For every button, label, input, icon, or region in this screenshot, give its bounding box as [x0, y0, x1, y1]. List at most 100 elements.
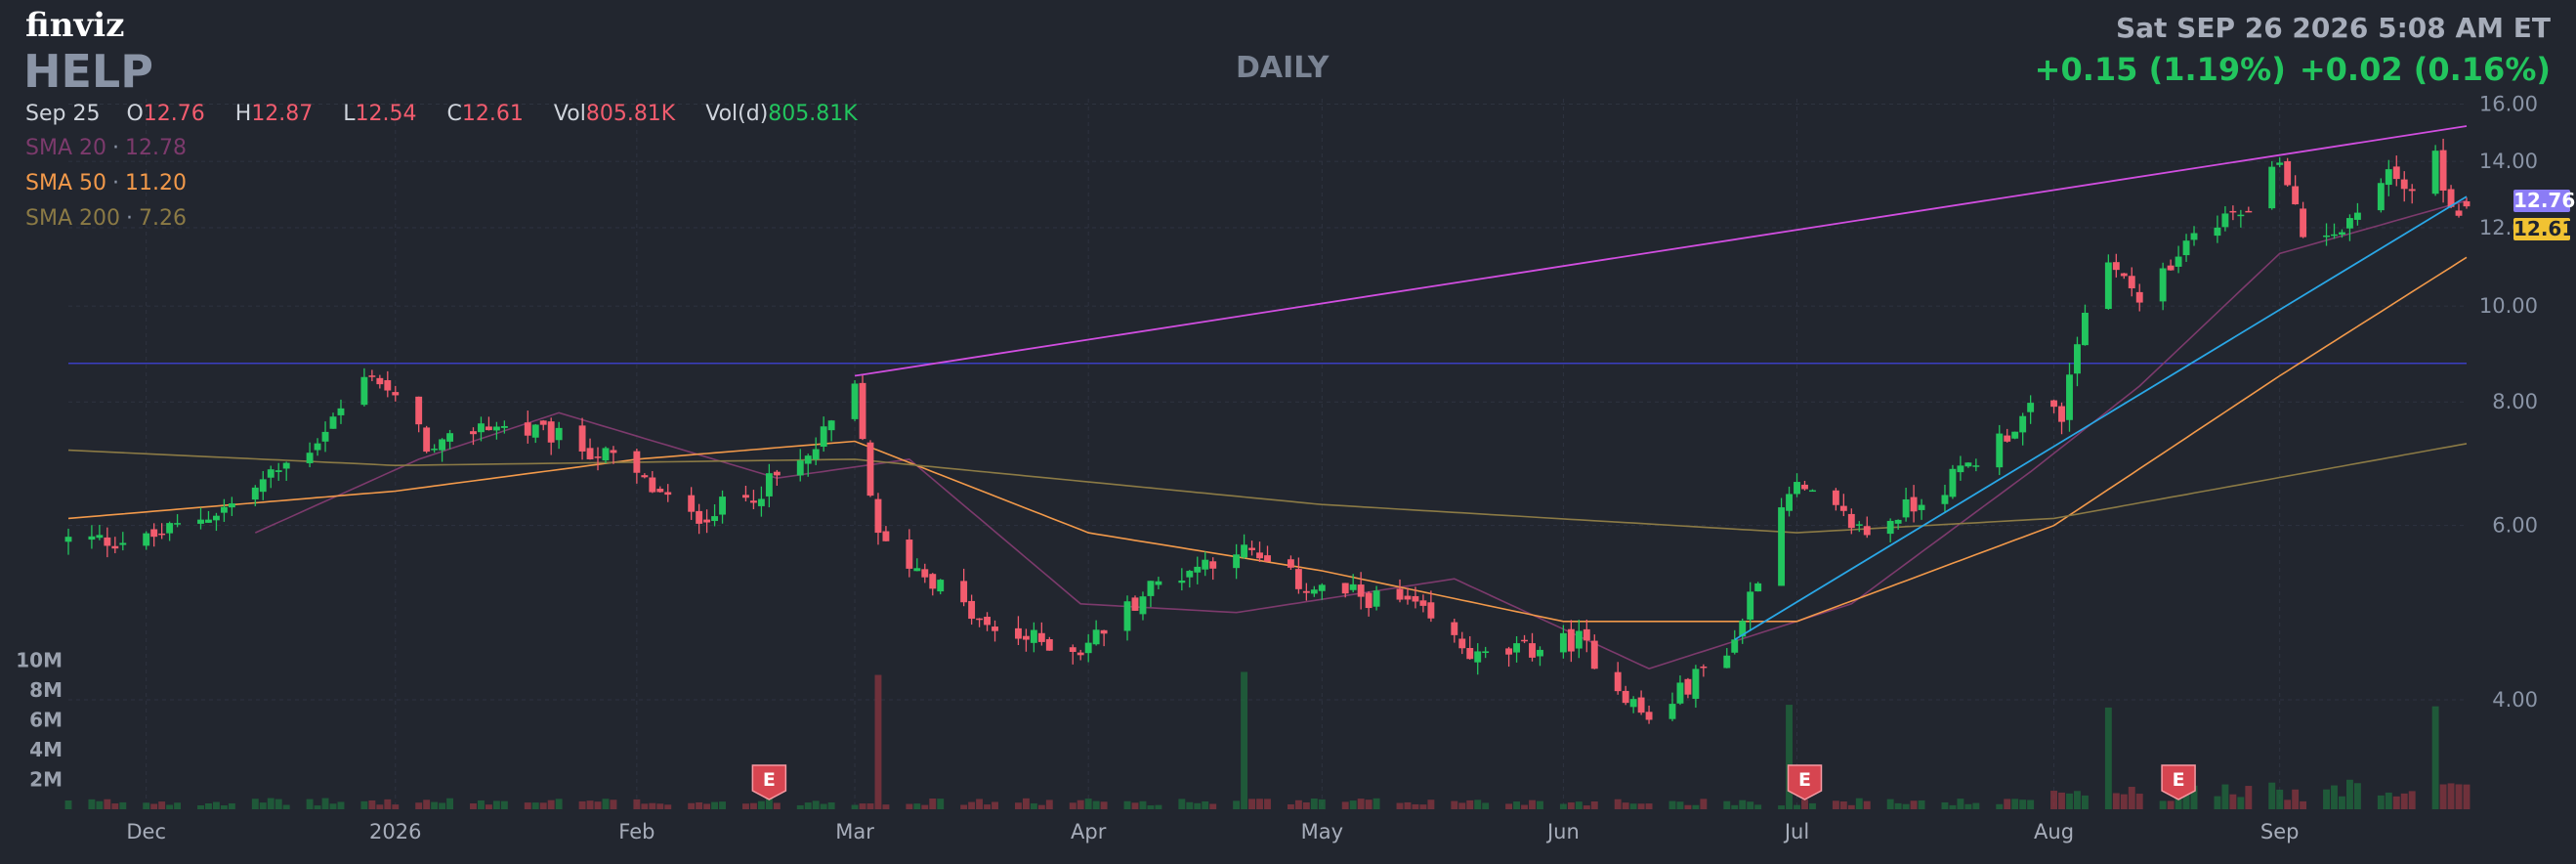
- candle-body: [1302, 590, 1310, 593]
- open-value: 12.76: [143, 102, 205, 126]
- candle-body: [2463, 200, 2470, 207]
- candle-body: [1427, 602, 1435, 619]
- volume-bar: [2455, 784, 2463, 809]
- volume-bar: [1139, 800, 1147, 809]
- volume-bar: [197, 805, 204, 809]
- volume-bar: [796, 804, 804, 809]
- volume-bar: [1365, 799, 1372, 809]
- candle-body: [531, 424, 539, 438]
- candle-body: [274, 470, 282, 472]
- candle-body: [586, 448, 594, 459]
- volume-bar: [2300, 800, 2307, 809]
- candle-body: [921, 569, 929, 578]
- volume-bar: [439, 802, 446, 809]
- candle-body: [960, 581, 968, 603]
- candle-body: [1575, 630, 1583, 649]
- volume-bar: [1147, 805, 1155, 809]
- volume-bar: [431, 801, 439, 809]
- candle-body: [500, 425, 508, 428]
- candle-body: [2019, 415, 2027, 433]
- candle-body: [2323, 235, 2330, 238]
- candle-body: [1676, 682, 1684, 704]
- volume-bar: [1855, 798, 1863, 809]
- candle-body: [2159, 268, 2167, 302]
- date-tick-label: Mar: [835, 820, 874, 843]
- volume-bar: [2323, 789, 2330, 809]
- volume-bar: [2050, 791, 2057, 809]
- candle-body: [602, 448, 610, 461]
- candle-body: [1341, 583, 1349, 594]
- candle-body: [1123, 601, 1131, 631]
- candle-body: [1972, 465, 1980, 467]
- candle-body: [1832, 490, 1839, 505]
- candle-body: [2027, 403, 2035, 412]
- candle-body: [1365, 592, 1372, 609]
- candle-body: [259, 479, 267, 493]
- volume-bar: [2074, 791, 2081, 809]
- finviz-logo[interactable]: finviz: [25, 6, 125, 45]
- volume-bar: [641, 803, 649, 809]
- volume-axis: 2M 4M 6M 8M 10M: [16, 648, 63, 791]
- candle-body: [1419, 600, 1427, 606]
- sma200-legend[interactable]: SMA 200 · 7.26: [25, 206, 187, 231]
- volume-bar: [1372, 798, 1380, 809]
- candle-body: [1739, 621, 1747, 637]
- candle-body: [321, 431, 329, 442]
- candle-body: [492, 426, 500, 431]
- candle-body: [937, 580, 945, 592]
- volume-bar: [2167, 800, 2175, 809]
- volume-tick-label: 2M: [29, 767, 63, 791]
- volume-bar: [1567, 802, 1575, 809]
- volume-bar: [2128, 787, 2135, 809]
- volume-bar: [757, 800, 765, 809]
- candle-body: [1077, 652, 1084, 656]
- candle-body: [2345, 218, 2353, 229]
- candle-body: [2011, 431, 2019, 439]
- volume-bar: [1248, 799, 1256, 809]
- candle-body: [1918, 504, 1925, 510]
- volume-bar: [2431, 706, 2439, 809]
- candle-body: [470, 431, 477, 435]
- sma200-value: 7.26: [138, 206, 187, 231]
- volume-bar: [656, 803, 664, 809]
- volume-bar: [150, 803, 158, 809]
- candle-body: [1241, 544, 1248, 558]
- grid: [68, 99, 2467, 809]
- candle-body: [143, 533, 150, 546]
- volume-bar: [1427, 799, 1435, 809]
- candle-body: [882, 531, 890, 541]
- volume-bar: [1022, 798, 1030, 809]
- candle-body: [1037, 632, 1045, 642]
- upper-trendline: [854, 125, 2468, 377]
- volume-bar: [688, 802, 696, 809]
- volume-bar: [765, 798, 773, 809]
- volume-bar: [423, 799, 431, 809]
- price-tick-label: 6.00: [2492, 514, 2538, 538]
- trendlines[interactable]: [854, 125, 2468, 641]
- candle-body: [368, 375, 376, 377]
- volume-bar: [1466, 799, 1474, 809]
- candle-body: [547, 421, 555, 443]
- candle-body: [1147, 581, 1155, 596]
- candle-body: [851, 383, 859, 419]
- close-label: C: [446, 102, 462, 126]
- sma20-legend[interactable]: SMA 20 · 12.78: [25, 136, 187, 160]
- volume-bar: [1583, 805, 1590, 809]
- volume-bar: [415, 802, 423, 809]
- sma50-legend[interactable]: SMA 50 · 11.20: [25, 171, 187, 195]
- date-tick-label: Feb: [618, 820, 655, 843]
- volume-bar: [2221, 784, 2229, 809]
- volume-bar: [1692, 804, 1700, 809]
- volume-bar: [968, 801, 976, 809]
- volume-bar: [703, 803, 711, 809]
- candle-body: [757, 498, 765, 506]
- volume-bar: [539, 802, 547, 809]
- candle-body: [2135, 291, 2143, 303]
- candle-body: [688, 495, 696, 512]
- volume-bar: [1349, 800, 1357, 809]
- price-tick-label: 16.00: [2479, 92, 2538, 115]
- candle-body: [719, 497, 726, 515]
- candle-body: [649, 477, 656, 493]
